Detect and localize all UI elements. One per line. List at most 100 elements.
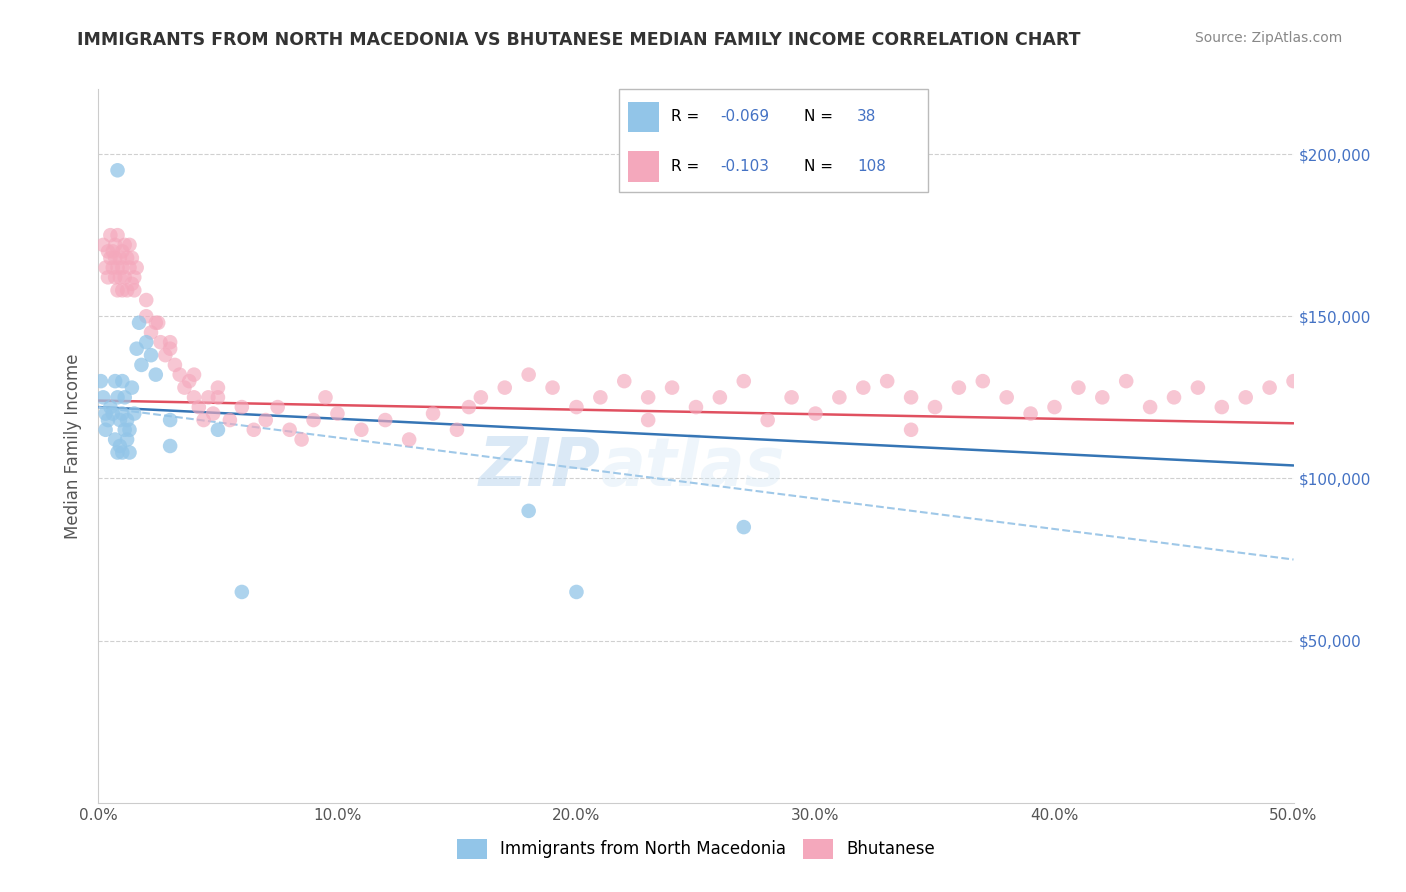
Point: [101, 260, 124, 275]
Point: [267, 400, 290, 414]
Point: [948, 381, 970, 395]
Point: [107, 228, 129, 243]
Point: [637, 390, 659, 404]
Point: [94, 423, 117, 437]
Point: [900, 423, 922, 437]
Point: [111, 260, 134, 275]
Point: [104, 374, 127, 388]
Point: [148, 316, 170, 330]
Point: [97, 244, 120, 259]
Point: [98, 228, 122, 243]
Point: [231, 400, 253, 414]
Point: [91, 238, 114, 252]
Text: N =: N =: [804, 110, 838, 124]
Point: [183, 368, 205, 382]
Point: [107, 163, 129, 178]
Point: [202, 407, 225, 421]
Point: [1258, 381, 1281, 395]
Point: [589, 390, 612, 404]
Point: [91, 390, 114, 404]
Point: [900, 390, 922, 404]
Point: [422, 407, 444, 421]
Point: [101, 244, 124, 259]
Point: [111, 374, 134, 388]
Point: [1187, 381, 1209, 395]
Point: [108, 251, 131, 265]
Point: [107, 390, 129, 404]
Point: [350, 423, 373, 437]
Point: [108, 439, 131, 453]
Point: [219, 413, 242, 427]
Point: [458, 400, 481, 414]
Point: [291, 433, 314, 447]
Point: [231, 585, 253, 599]
Point: [128, 316, 150, 330]
Point: [302, 413, 325, 427]
Point: [159, 413, 181, 427]
Point: [124, 270, 146, 285]
Point: [733, 520, 755, 534]
Point: [685, 400, 707, 414]
Point: [131, 358, 153, 372]
Point: [398, 433, 420, 447]
Point: [115, 433, 138, 447]
Y-axis label: Median Family Income: Median Family Income: [65, 353, 83, 539]
Point: [541, 381, 564, 395]
Point: [125, 342, 148, 356]
Point: [1067, 381, 1090, 395]
Point: [145, 368, 167, 382]
Point: [118, 238, 141, 252]
Point: [207, 381, 229, 395]
Point: [173, 381, 195, 395]
Point: [155, 348, 177, 362]
Point: [995, 390, 1018, 404]
Point: [517, 368, 540, 382]
Point: [1043, 400, 1066, 414]
Point: [374, 413, 396, 427]
Text: R =: R =: [671, 110, 704, 124]
Text: 108: 108: [856, 159, 886, 174]
Point: [1115, 374, 1137, 388]
Point: [114, 423, 136, 437]
Point: [924, 400, 946, 414]
Point: [107, 445, 129, 459]
Point: [446, 423, 468, 437]
Text: IMMIGRANTS FROM NORTH MACEDONIA VS BHUTANESE MEDIAN FAMILY INCOME CORRELATION CH: IMMIGRANTS FROM NORTH MACEDONIA VS BHUTA…: [77, 31, 1081, 49]
Point: [104, 238, 127, 252]
Point: [756, 413, 779, 427]
Point: [135, 335, 157, 350]
FancyBboxPatch shape: [628, 151, 659, 181]
Point: [159, 439, 181, 453]
Point: [1019, 407, 1042, 421]
Point: [1139, 400, 1161, 414]
Text: R =: R =: [671, 159, 704, 174]
Point: [118, 260, 141, 275]
Point: [972, 374, 994, 388]
Point: [326, 407, 349, 421]
Point: [139, 326, 162, 340]
Point: [207, 423, 229, 437]
Point: [108, 270, 131, 285]
Point: [709, 390, 731, 404]
Point: [470, 390, 492, 404]
Point: [183, 390, 205, 404]
Point: [565, 585, 588, 599]
Point: [159, 342, 181, 356]
Point: [828, 390, 851, 404]
Point: [124, 283, 146, 297]
Point: [104, 433, 127, 447]
Point: [517, 504, 540, 518]
Point: [114, 270, 136, 285]
FancyBboxPatch shape: [628, 102, 659, 132]
Point: [613, 374, 636, 388]
Text: Source: ZipAtlas.com: Source: ZipAtlas.com: [1195, 31, 1343, 45]
Point: [97, 413, 120, 427]
Point: [733, 374, 755, 388]
Point: [114, 390, 136, 404]
Point: [780, 390, 803, 404]
Text: atlas: atlas: [600, 434, 785, 500]
Point: [115, 413, 138, 427]
Point: [111, 407, 134, 421]
Point: [124, 407, 146, 421]
Legend: Immigrants from North Macedonia, Bhutanese: Immigrants from North Macedonia, Bhutane…: [450, 832, 942, 866]
